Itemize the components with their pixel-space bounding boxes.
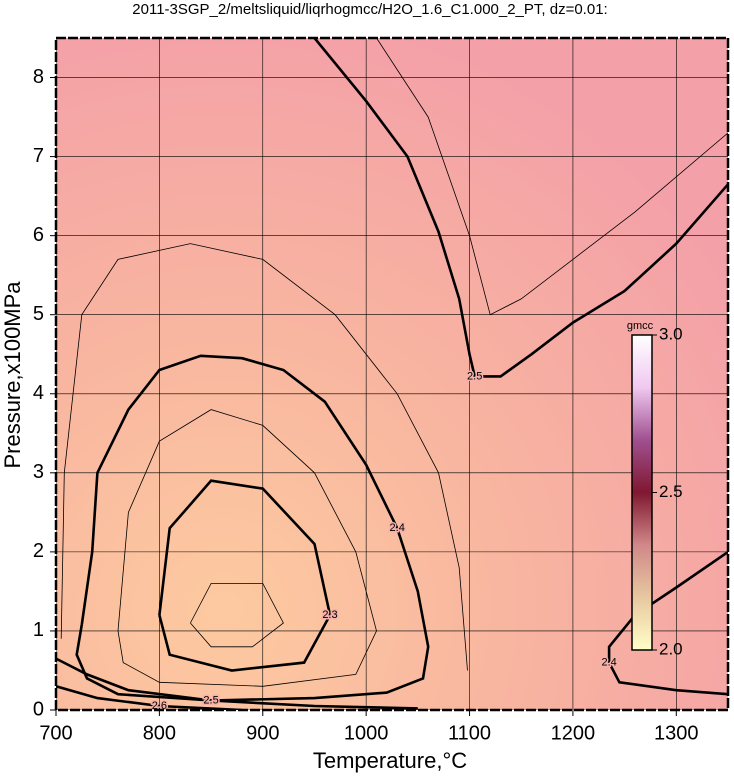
y-tick-label: 6 [33,224,44,246]
x-tick-label: 900 [246,722,279,744]
contour-label: 2.5 [203,694,218,706]
y-tick-label: 3 [33,461,44,483]
contour-line [75,354,430,702]
x-tick-label: 1100 [448,722,491,744]
contour-line [376,38,728,316]
contour-line [190,583,284,648]
contour-line [117,409,377,687]
x-tick-label: 800 [143,722,176,744]
y-tick-label: 2 [33,540,44,562]
y-tick-label: 4 [33,382,44,404]
y-axis-label: Pressure,x100MPa [0,281,25,469]
plot-area [56,38,728,710]
y-tick-label: 7 [33,145,44,167]
contour-line [60,243,468,671]
contour-line [313,38,728,378]
x-tick-label: 1200 [551,722,596,744]
y-tick-label: 1 [33,619,44,641]
contour-label: 2.4 [390,522,405,534]
colorbar-tick-label: 3.0 [659,324,683,343]
contour-label: 2.4 [601,656,616,668]
colorbar [631,334,653,651]
contour-line [158,479,332,672]
contour-label: 2.3 [322,609,337,621]
y-tick-label: 8 [33,66,44,88]
contour-label: 2.6 [152,700,167,712]
x-tick-label: 700 [39,722,72,744]
contour-label: 2.5 [467,370,482,382]
contour-line [607,550,728,696]
colorbar-title: gmcc [627,320,654,332]
colorbar-tick-label: 2.0 [659,639,683,658]
contour-line [56,657,418,710]
x-axis-label: Temperature,°C [313,748,467,773]
x-tick-label: 1300 [654,722,699,744]
plot-frame [54,36,730,712]
contour-line [56,685,243,710]
x-tick-label: 1000 [344,722,389,744]
y-tick-label: 0 [33,698,44,720]
colorbar-tick-label: 2.5 [659,482,683,501]
chart-title: 2011-3SGP_2/meltsliquid/liqrhogmcc/H2O_1… [132,1,607,18]
y-tick-label: 5 [33,303,44,325]
